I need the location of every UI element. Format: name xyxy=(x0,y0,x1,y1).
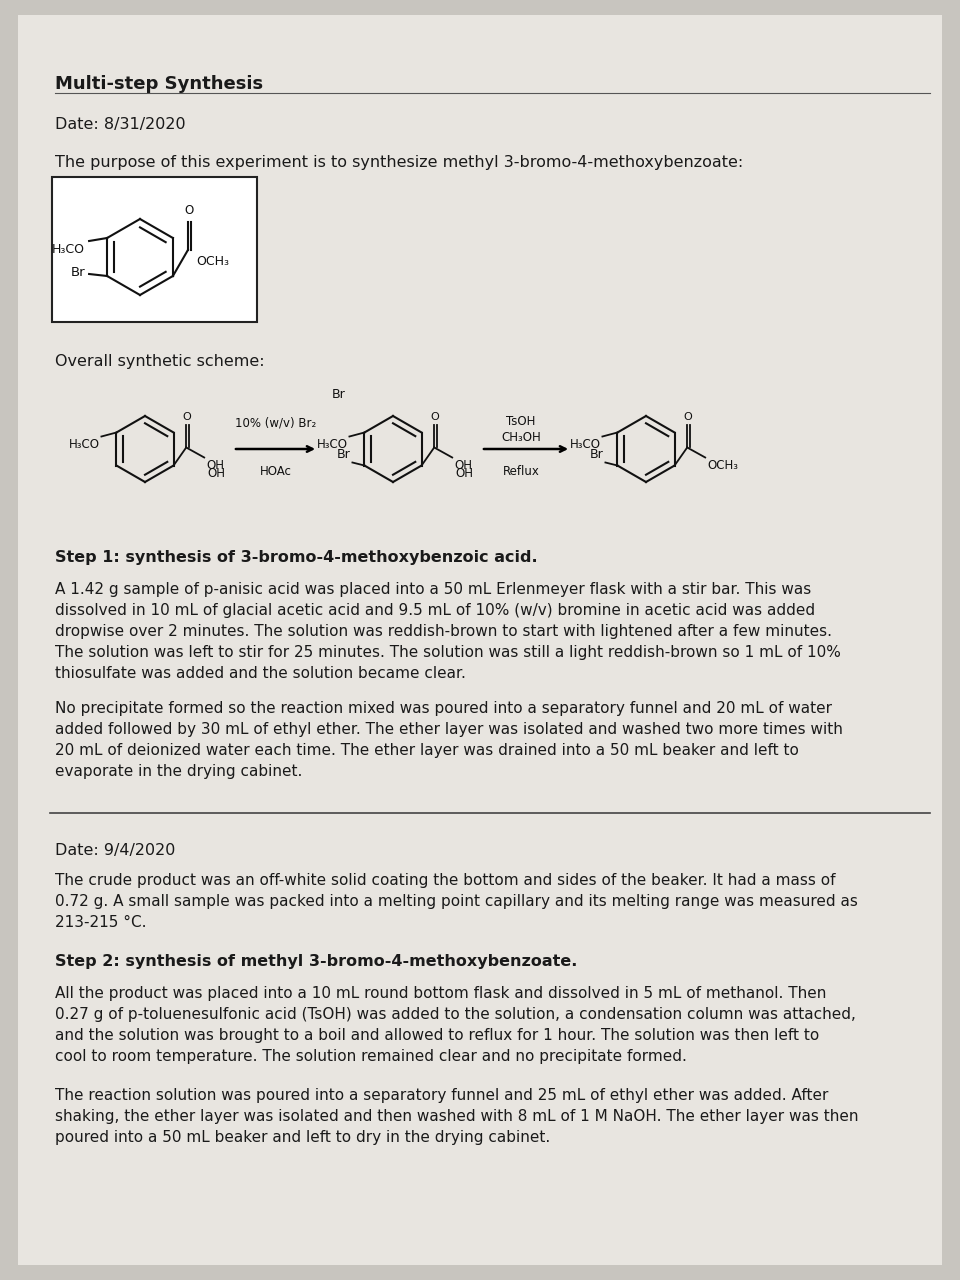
Text: O: O xyxy=(431,412,440,422)
Text: Multi-step Synthesis: Multi-step Synthesis xyxy=(55,76,263,93)
Text: Date: 8/31/2020: Date: 8/31/2020 xyxy=(55,116,185,132)
Text: The crude product was an off-white solid coating the bottom and sides of the bea: The crude product was an off-white solid… xyxy=(55,873,835,888)
Text: Reflux: Reflux xyxy=(503,465,540,477)
Text: Overall synthetic scheme:: Overall synthetic scheme: xyxy=(55,355,265,369)
Text: added followed by 30 mL of ethyl ether. The ether layer was isolated and washed : added followed by 30 mL of ethyl ether. … xyxy=(55,722,843,737)
Text: TsOH: TsOH xyxy=(506,415,536,428)
Text: OCH₃: OCH₃ xyxy=(708,460,738,472)
Text: and the solution was brought to a boil and allowed to reflux for 1 hour. The sol: and the solution was brought to a boil a… xyxy=(55,1028,819,1043)
Text: Br: Br xyxy=(589,448,604,461)
Text: All the product was placed into a 10 mL round bottom flask and dissolved in 5 mL: All the product was placed into a 10 mL … xyxy=(55,986,827,1001)
Text: CH₃OH: CH₃OH xyxy=(501,431,540,444)
Text: HOAc: HOAc xyxy=(259,465,292,477)
Text: 20 mL of deionized water each time. The ether layer was drained into a 50 mL bea: 20 mL of deionized water each time. The … xyxy=(55,742,799,758)
Text: O: O xyxy=(184,204,194,218)
Text: The reaction solution was poured into a separatory funnel and 25 mL of ethyl eth: The reaction solution was poured into a … xyxy=(55,1088,828,1103)
Text: evaporate in the drying cabinet.: evaporate in the drying cabinet. xyxy=(55,764,302,780)
Text: OH: OH xyxy=(206,460,225,472)
Text: 213-215 °C.: 213-215 °C. xyxy=(55,915,147,931)
Text: shaking, the ether layer was isolated and then washed with 8 mL of 1 M NaOH. The: shaking, the ether layer was isolated an… xyxy=(55,1108,858,1124)
Text: dissolved in 10 mL of glacial acetic acid and 9.5 mL of 10% (w/v) bromine in ace: dissolved in 10 mL of glacial acetic aci… xyxy=(55,603,815,618)
Text: Br: Br xyxy=(337,448,350,461)
Text: The solution was left to stir for 25 minutes. The solution was still a light red: The solution was left to stir for 25 min… xyxy=(55,645,841,660)
Text: O: O xyxy=(182,412,192,422)
Text: Br: Br xyxy=(332,388,346,401)
Bar xyxy=(52,177,257,323)
Text: H₃CO: H₃CO xyxy=(52,243,85,256)
Text: OCH₃: OCH₃ xyxy=(196,255,228,268)
Text: OH: OH xyxy=(455,467,473,480)
Text: poured into a 50 mL beaker and left to dry in the drying cabinet.: poured into a 50 mL beaker and left to d… xyxy=(55,1130,550,1146)
Text: Date: 9/4/2020: Date: 9/4/2020 xyxy=(55,844,176,858)
Text: Step 2: synthesis of methyl 3-bromo-4-methoxybenzoate.: Step 2: synthesis of methyl 3-bromo-4-me… xyxy=(55,954,577,969)
Text: 10% (w/v) Br₂: 10% (w/v) Br₂ xyxy=(235,417,316,430)
Text: cool to room temperature. The solution remained clear and no precipitate formed.: cool to room temperature. The solution r… xyxy=(55,1050,686,1064)
Text: A 1.42 g sample of p-anisic acid was placed into a 50 mL Erlenmeyer flask with a: A 1.42 g sample of p-anisic acid was pla… xyxy=(55,582,811,596)
Text: 0.72 g. A small sample was packed into a melting point capillary and its melting: 0.72 g. A small sample was packed into a… xyxy=(55,893,858,909)
Text: O: O xyxy=(684,412,692,422)
Text: Br: Br xyxy=(70,265,85,279)
Text: H₃CO: H₃CO xyxy=(68,439,100,452)
Text: No precipitate formed so the reaction mixed was poured into a separatory funnel : No precipitate formed so the reaction mi… xyxy=(55,701,832,716)
Text: H₃CO: H₃CO xyxy=(569,439,600,452)
Text: The purpose of this experiment is to synthesize methyl 3-bromo-4-methoxybenzoate: The purpose of this experiment is to syn… xyxy=(55,155,743,170)
Text: 0.27 g of p-toluenesulfonic acid (TsOH) was added to the solution, a condensatio: 0.27 g of p-toluenesulfonic acid (TsOH) … xyxy=(55,1007,856,1021)
Text: thiosulfate was added and the solution became clear.: thiosulfate was added and the solution b… xyxy=(55,666,466,681)
Text: OH: OH xyxy=(207,467,225,480)
Text: dropwise over 2 minutes. The solution was reddish-brown to start with lightened : dropwise over 2 minutes. The solution wa… xyxy=(55,623,832,639)
Text: Step 1: synthesis of 3-bromo-4-methoxybenzoic acid.: Step 1: synthesis of 3-bromo-4-methoxybe… xyxy=(55,550,538,564)
Text: OH: OH xyxy=(454,460,472,472)
Text: H₃CO: H₃CO xyxy=(317,439,348,452)
